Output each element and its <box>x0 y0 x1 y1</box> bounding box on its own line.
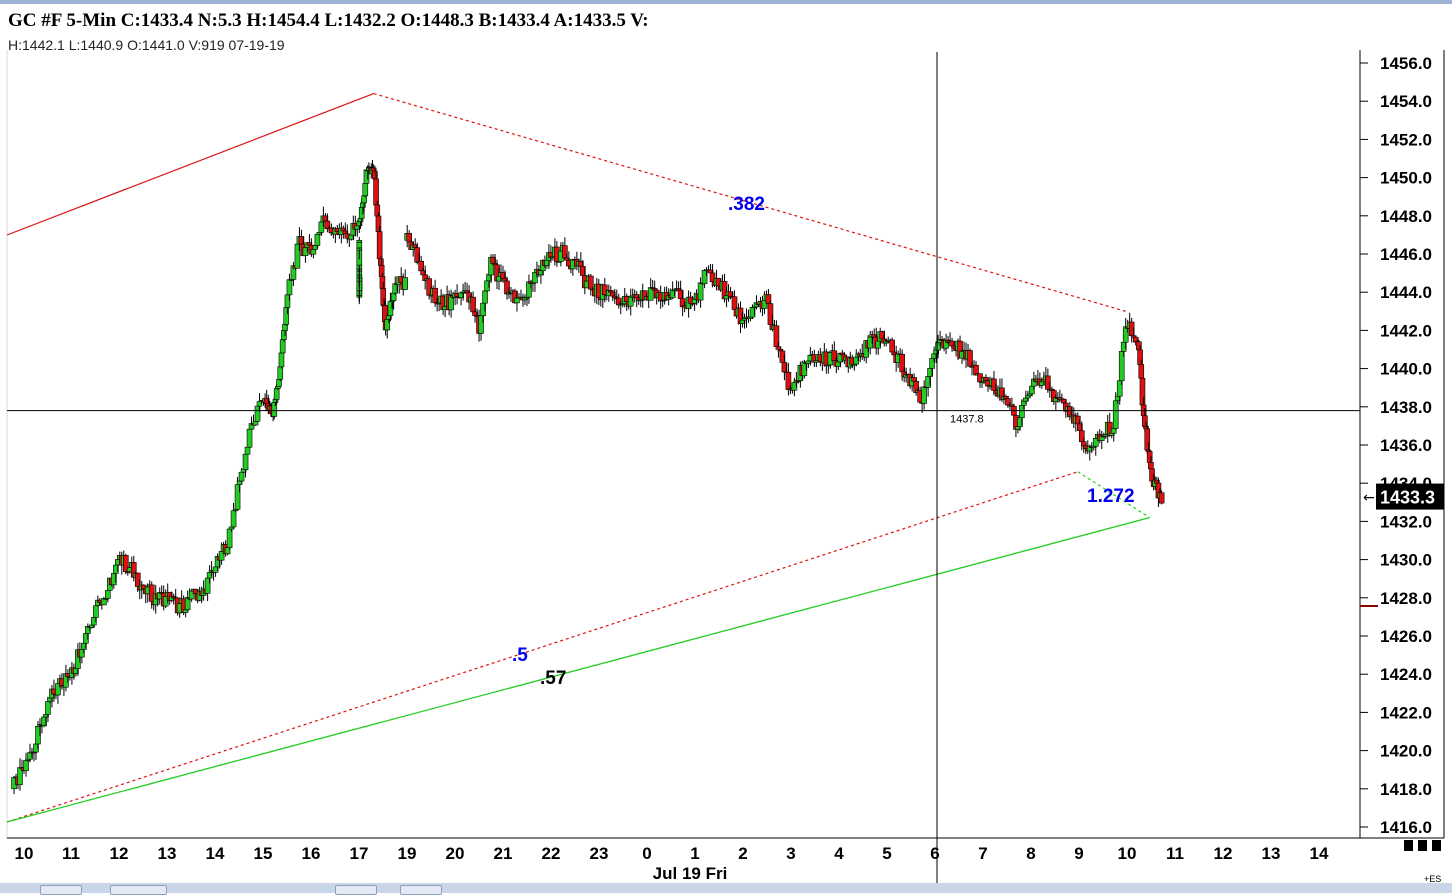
x-tick-label: 9 <box>1074 844 1083 863</box>
fib-leg-dashed-bottom <box>6 471 1078 823</box>
crosshair-layer: 1437.8 <box>7 52 1360 885</box>
x-tick-label: 14 <box>1310 844 1329 863</box>
y-tick-label: 1432.0 <box>1380 512 1432 531</box>
x-tick-label: 12 <box>1214 844 1233 863</box>
fib-label: .5 <box>512 645 528 666</box>
x-tick-label: 6 <box>930 844 939 863</box>
y-tick-label: 1448.0 <box>1380 207 1432 226</box>
y-tick-label: 1450.0 <box>1380 169 1432 188</box>
y-tick-label: 1440.0 <box>1380 360 1432 379</box>
crosshair-price-label: 1437.8 <box>950 414 984 426</box>
scroll-block-1[interactable] <box>1404 840 1413 851</box>
y-tick-label: 1418.0 <box>1380 780 1432 799</box>
y-tick-label: 1436.0 <box>1380 436 1432 455</box>
y-tick-label: 1424.0 <box>1380 665 1432 684</box>
fib-lines-layer <box>6 92 1150 823</box>
symbol-tag: +ES <box>1424 874 1442 884</box>
y-tick-label: 1438.0 <box>1380 398 1432 417</box>
x-tick-label: 20 <box>446 844 465 863</box>
y-tick-label: 1416.0 <box>1380 818 1432 837</box>
fib-label: 1.272 <box>1087 486 1135 507</box>
candle <box>356 236 363 243</box>
x-tick-label: 2 <box>738 844 747 863</box>
taskbar <box>0 883 1452 893</box>
date-label: Jul 19 Fri <box>653 864 728 883</box>
candle <box>246 428 253 449</box>
y-tick-label: 1420.0 <box>1380 742 1432 761</box>
fib-labels-layer: .382 1.272 .5 .57 <box>512 194 1135 689</box>
x-tick-label: 21 <box>494 844 513 863</box>
y-tick-label: 1444.0 <box>1380 283 1432 302</box>
taskbar-button[interactable] <box>335 885 377 895</box>
taskbar-button[interactable] <box>400 885 442 895</box>
y-tick-label: 1426.0 <box>1380 627 1432 646</box>
x-tick-label: 1 <box>690 844 699 863</box>
candle <box>281 330 287 342</box>
x-tick-label: 16 <box>302 844 321 863</box>
y-tick-label: 1456.0 <box>1380 54 1432 73</box>
x-tick-label: 12 <box>110 844 129 863</box>
fib-leg-up <box>6 93 374 236</box>
last-price-box <box>1376 483 1444 510</box>
y-tick-label: 1430.0 <box>1380 551 1432 570</box>
candles-layer <box>11 160 1165 795</box>
x-tick-label: 19 <box>398 844 417 863</box>
y-tick-label: 1422.0 <box>1380 703 1432 722</box>
x-tick-label: 17 <box>350 844 369 863</box>
x-tick-label: 13 <box>1262 844 1281 863</box>
x-tick-label: 15 <box>254 844 273 863</box>
x-tick-label: 5 <box>882 844 891 863</box>
x-tick-label: 14 <box>206 844 225 863</box>
y-tick-label: 1428.0 <box>1380 589 1432 608</box>
x-tick-label: 10 <box>15 844 34 863</box>
bar-readout: H:1442.1 L:1440.9 O:1441.0 V:919 07-19-1… <box>8 37 285 53</box>
last-price-label: 1433.3 <box>1380 488 1435 508</box>
taskbar-button[interactable] <box>110 885 167 895</box>
x-tick-label: 11 <box>62 844 80 863</box>
candle <box>226 528 233 550</box>
chart-title: GC #F 5-Min C:1433.4 N:5.3 H:1454.4 L:14… <box>8 10 649 31</box>
fib-leg-green-dashed <box>1077 471 1150 519</box>
x-tick-label: 4 <box>834 844 844 863</box>
y-tick-label: 1454.0 <box>1380 92 1432 111</box>
price-marker-arrow: ← <box>1363 490 1375 506</box>
x-tick-label: 11 <box>1166 844 1184 863</box>
taskbar-button[interactable] <box>40 885 82 895</box>
fib-leg-green <box>6 516 1150 823</box>
scroll-block-2[interactable] <box>1418 840 1427 851</box>
x-axis: 10 11 12 13 14 15 16 17 19 20 21 22 23 0 1 2 3 4 5 6 7 8 9 10 11… <box>15 844 1329 883</box>
y-tick-label: 1446.0 <box>1380 245 1432 264</box>
x-tick-label: 22 <box>542 844 561 863</box>
y-tick-label: 1452.0 <box>1380 130 1432 149</box>
scroll-block-3[interactable] <box>1432 840 1441 851</box>
x-tick-label: 3 <box>786 844 795 863</box>
x-tick-label: 0 <box>642 844 651 863</box>
x-tick-label: 7 <box>978 844 987 863</box>
fib-label: .57 <box>540 668 566 689</box>
window-top-border <box>0 0 1452 4</box>
x-tick-label: 8 <box>1026 844 1035 863</box>
y-tick-label: 1442.0 <box>1380 321 1432 340</box>
fib-leg-dashed-top <box>373 92 1126 312</box>
candle <box>1158 490 1165 505</box>
x-tick-label: 10 <box>1118 844 1137 863</box>
fib-label: .382 <box>728 194 765 215</box>
candle <box>402 269 409 290</box>
y-axis: 1456.0 1454.0 1452.0 1450.0 1448.0 1446.0 1444… <box>1360 54 1444 837</box>
x-tick-label: 23 <box>590 844 609 863</box>
x-tick-label: 13 <box>158 844 177 863</box>
